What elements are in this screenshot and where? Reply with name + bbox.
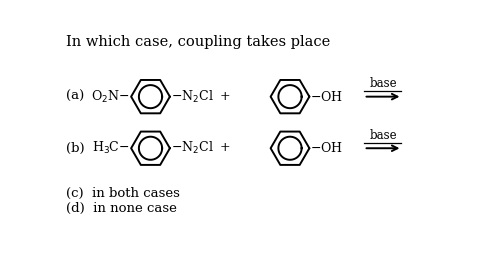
Text: (c)  in both cases: (c) in both cases — [66, 187, 180, 200]
Text: $-$OH: $-$OH — [310, 90, 343, 104]
Text: $-$N$_2$Cl  +: $-$N$_2$Cl + — [171, 89, 231, 105]
Text: (b): (b) — [66, 142, 84, 155]
Text: O$_2$N$-$: O$_2$N$-$ — [91, 89, 130, 105]
Text: H$_3$C$-$: H$_3$C$-$ — [92, 140, 130, 156]
Text: In which case, coupling takes place: In which case, coupling takes place — [66, 35, 330, 49]
Text: base: base — [369, 129, 397, 142]
Text: (d)  in none case: (d) in none case — [66, 202, 177, 215]
Text: $-$N$_2$Cl  +: $-$N$_2$Cl + — [171, 140, 231, 156]
Text: $-$OH: $-$OH — [310, 141, 343, 155]
Text: (a): (a) — [66, 90, 84, 103]
Text: base: base — [369, 77, 397, 90]
